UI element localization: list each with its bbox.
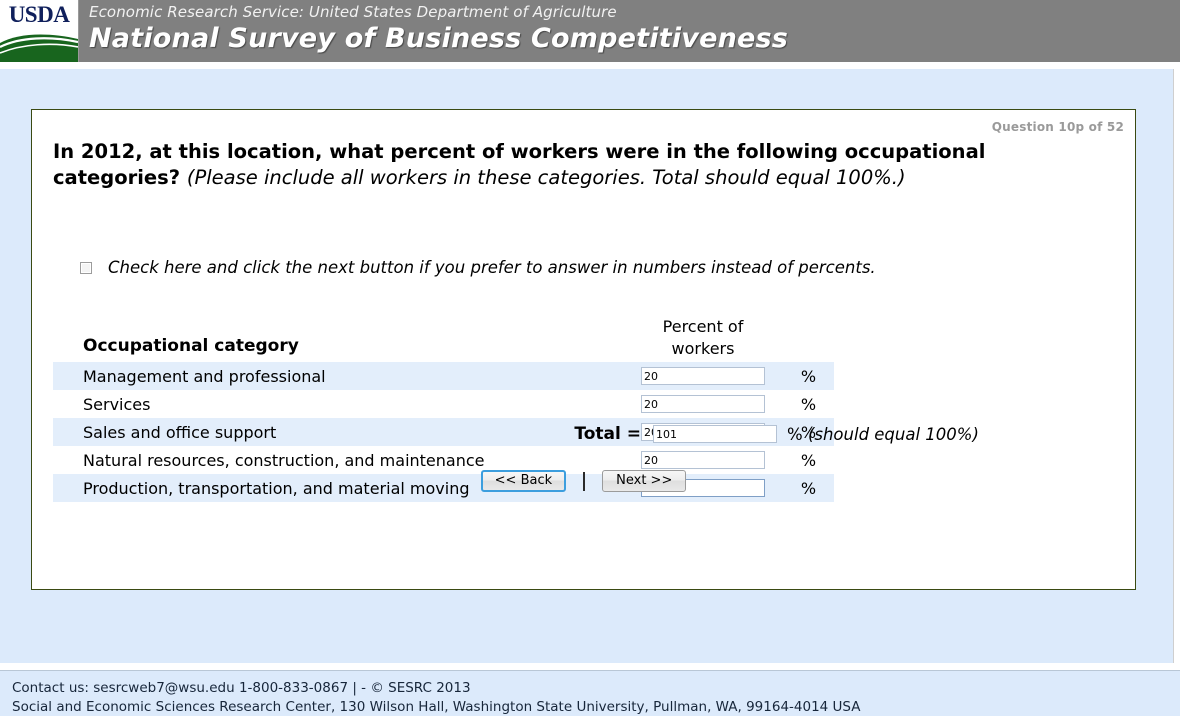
navigation-buttons: << Back Next >>	[32, 470, 1135, 492]
row-category-label: Sales and office support	[83, 422, 277, 442]
column-header-percent-of-workers: Percent of workers	[623, 316, 783, 362]
table-row: Management and professional %	[53, 362, 834, 390]
row-input-cell	[623, 451, 783, 469]
usda-logo-hill-graphic	[0, 34, 78, 62]
table-header-row: Occupational category Percent of workers	[53, 306, 1113, 362]
row-category-label: Management and professional	[83, 366, 326, 386]
total-input[interactable]	[653, 425, 777, 443]
table-row: Services %	[53, 390, 834, 418]
percent-sign: %	[800, 450, 817, 470]
question-main-text: In 2012, at this location, what percent …	[53, 140, 986, 189]
table-row: Production, transportation, and material…	[53, 474, 834, 502]
header-title: National Survey of Business Competitiven…	[89, 23, 789, 54]
button-separator	[583, 471, 586, 491]
total-row: Total = % (should equal 100%)	[53, 424, 979, 444]
percent-sign: %	[800, 394, 817, 414]
total-percent-sign: %	[787, 424, 808, 444]
row-input-cell	[623, 367, 783, 385]
site-header: USDA Economic Research Service: United S…	[0, 0, 1180, 62]
column-header-category: Occupational category	[83, 336, 299, 356]
footer-contact-line: Contact us: sesrcweb7@wsu.edu 1-800-833-…	[12, 680, 471, 696]
page-body: Question 10p of 52 In 2012, at this loca…	[0, 62, 1180, 670]
survey-question-card: Question 10p of 52 In 2012, at this loca…	[31, 109, 1136, 590]
footer-address-line: Social and Economic Sciences Research Ce…	[12, 699, 861, 715]
header-subtitle: Economic Research Service: United States…	[89, 3, 617, 21]
numbers-mode-checkbox[interactable]	[80, 261, 92, 274]
question-counter: Question 10p of 52	[991, 120, 1124, 134]
column-header-percent-line1: Percent of	[662, 317, 744, 336]
percent-sign: %	[800, 478, 817, 498]
usda-logo-text: USDA	[8, 2, 70, 27]
question-note-text: (Please include all workers in these cat…	[186, 166, 906, 189]
header-titles: Economic Research Service: United States…	[79, 0, 1180, 62]
total-label: Total =	[574, 424, 641, 444]
row-category-label: Services	[83, 394, 151, 414]
usda-logo: USDA	[0, 0, 79, 62]
numbers-mode-checkbox-label: Check here and click the next button if …	[108, 258, 876, 277]
percent-input[interactable]	[641, 395, 765, 413]
next-button[interactable]: Next >>	[602, 470, 687, 492]
column-header-percent-line2: workers	[671, 339, 735, 358]
row-category-label: Production, transportation, and material…	[83, 478, 470, 498]
total-hint-text: (should equal 100%)	[807, 424, 979, 444]
row-input-cell	[623, 395, 783, 413]
percent-input[interactable]	[641, 451, 765, 469]
percent-sign: %	[800, 422, 817, 442]
back-button[interactable]: << Back	[480, 470, 567, 492]
percent-sign: %	[800, 366, 817, 386]
numbers-instead-of-percents-row[interactable]: Check here and click the next button if …	[80, 258, 876, 277]
row-category-label: Natural resources, construction, and mai…	[83, 450, 485, 470]
site-footer: Contact us: sesrcweb7@wsu.edu 1-800-833-…	[0, 670, 1180, 716]
page-background: Question 10p of 52 In 2012, at this loca…	[0, 69, 1174, 663]
percent-input[interactable]	[641, 367, 765, 385]
table-row: Natural resources, construction, and mai…	[53, 446, 834, 474]
question-text: In 2012, at this location, what percent …	[53, 139, 1108, 191]
total-suffix: % (should equal 100%)	[787, 425, 979, 444]
